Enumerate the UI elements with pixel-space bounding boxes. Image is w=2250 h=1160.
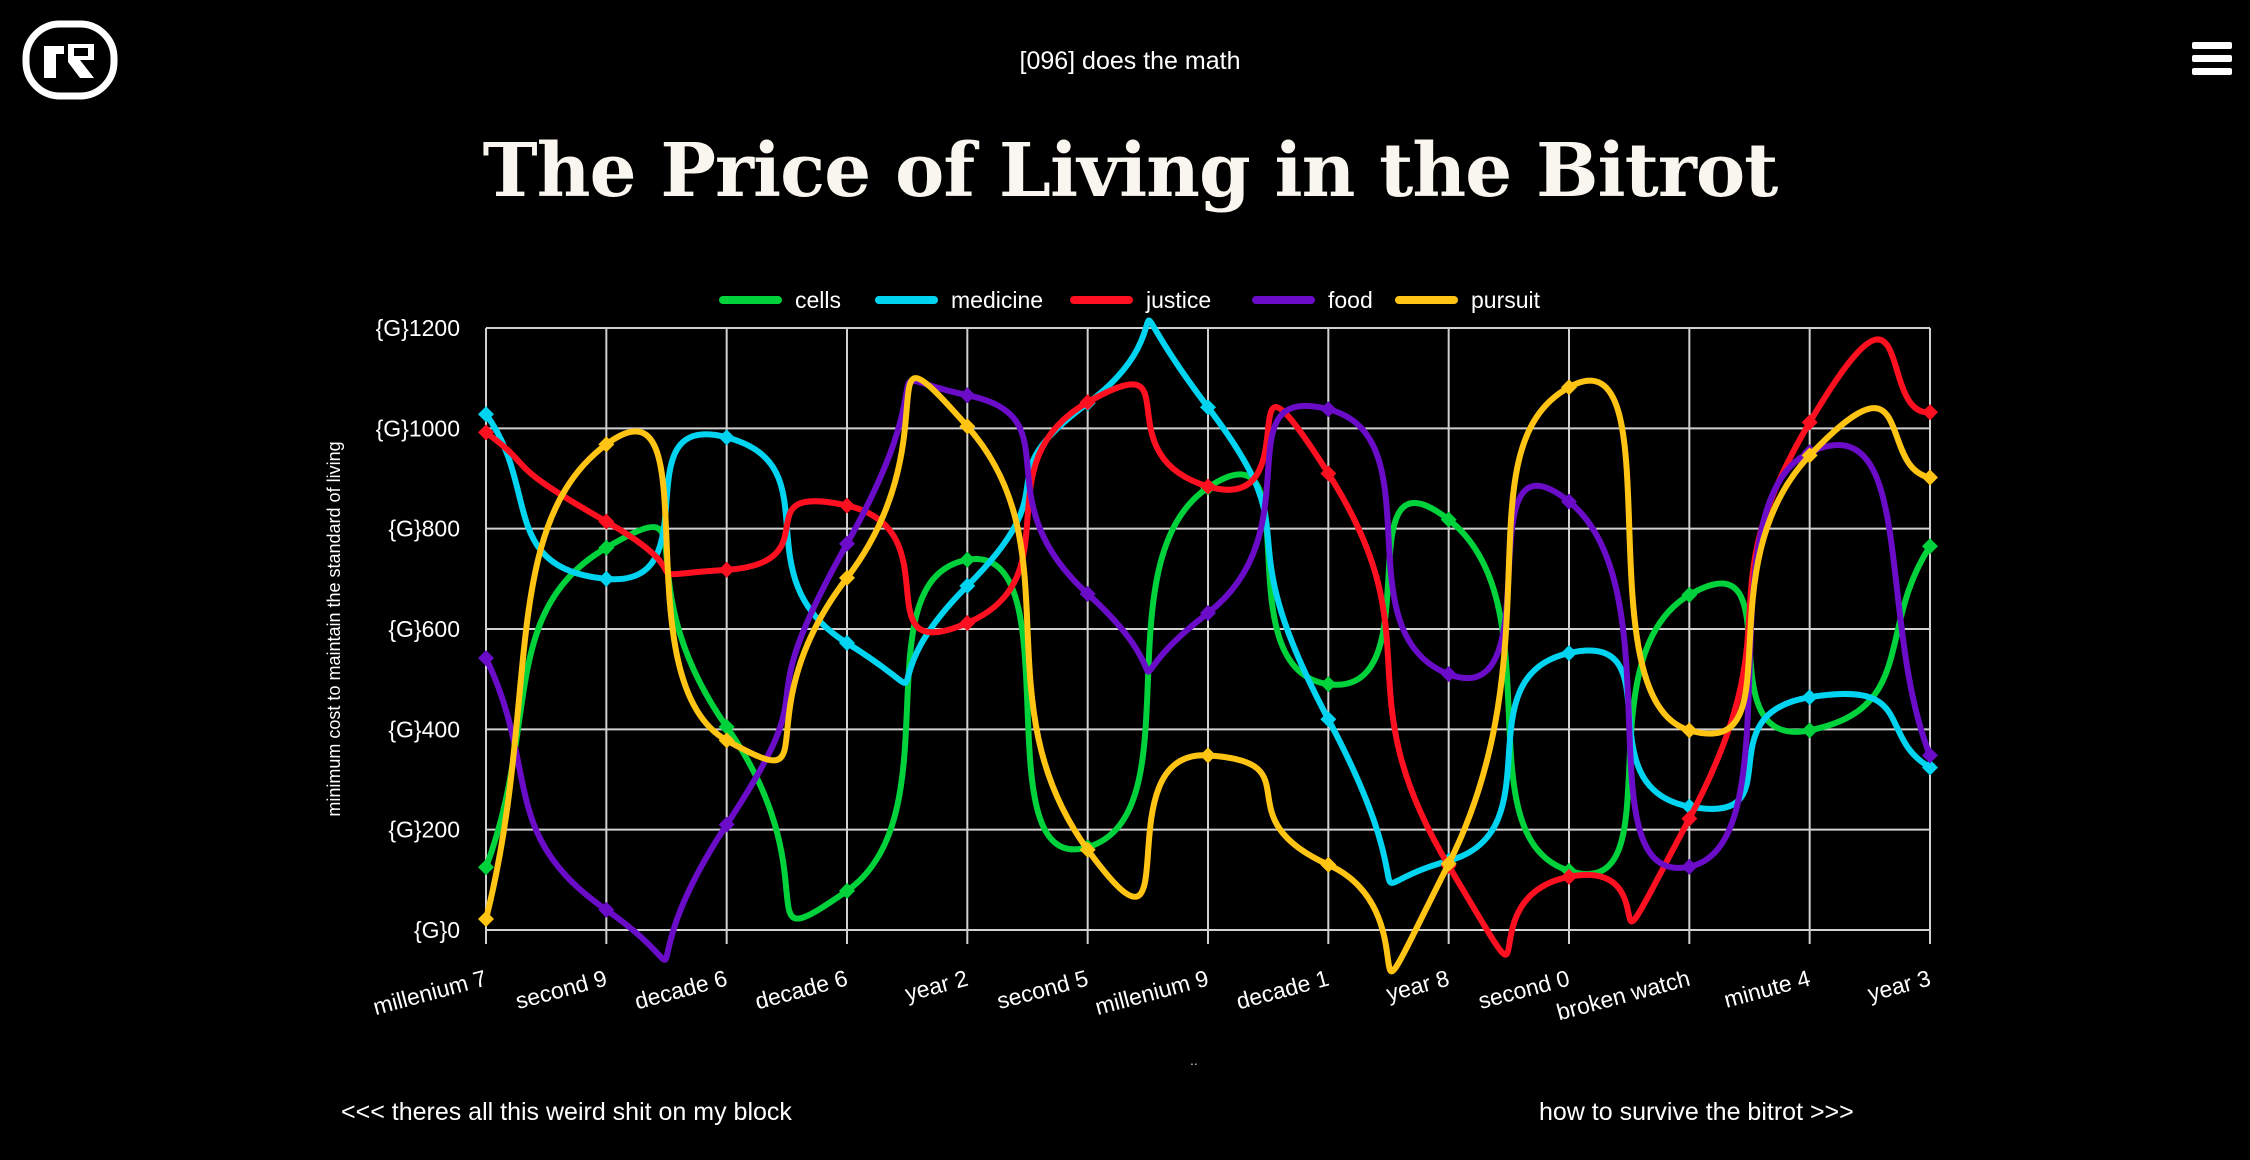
series-line-pursuit bbox=[483, 375, 1933, 975]
series-line-justice bbox=[483, 336, 1933, 958]
y-tick-label: {G}1200 bbox=[376, 315, 460, 341]
x-tick-label: millenium 7 bbox=[370, 965, 489, 1020]
data-point-justice bbox=[1561, 868, 1577, 885]
hamburger-menu-icon[interactable] bbox=[2192, 42, 2232, 80]
x-tick-label: minute 4 bbox=[1721, 965, 1813, 1013]
x-tick-label: year 2 bbox=[902, 965, 970, 1007]
legend-label-food: food bbox=[1328, 287, 1373, 313]
x-tick-label: decade 1 bbox=[1233, 965, 1331, 1015]
data-point-justice bbox=[1320, 465, 1337, 482]
data-point-food bbox=[959, 387, 976, 404]
legend-label-pursuit: pursuit bbox=[1471, 287, 1541, 313]
data-point-cells bbox=[478, 859, 494, 876]
x-tick-label: decade 6 bbox=[632, 965, 730, 1015]
data-point-food bbox=[839, 535, 855, 552]
data-point-justice bbox=[1200, 478, 1216, 495]
data-point-justice bbox=[1079, 394, 1096, 411]
data-point-justice bbox=[478, 424, 494, 441]
data-point-justice bbox=[718, 561, 735, 578]
y-tick-label: {G}0 bbox=[414, 917, 460, 943]
next-page-link[interactable]: how to survive the bitrot >>> bbox=[1539, 1098, 1854, 1126]
data-point-pursuit bbox=[959, 418, 976, 435]
y-tick-label: {G}1000 bbox=[376, 415, 460, 441]
y-tick-label: {G}200 bbox=[388, 817, 460, 843]
data-point-medicine bbox=[598, 570, 615, 587]
x-tick-label: decade 6 bbox=[752, 965, 850, 1015]
series-line-food bbox=[483, 377, 1933, 963]
data-point-medicine bbox=[1200, 399, 1216, 416]
data-point-pursuit bbox=[478, 910, 494, 927]
x-tick-label: second 9 bbox=[513, 965, 610, 1014]
data-point-medicine bbox=[959, 577, 976, 594]
data-point-cells bbox=[1801, 722, 1818, 739]
data-point-cells bbox=[1681, 586, 1698, 603]
y-tick-label: {G}800 bbox=[388, 516, 460, 542]
data-point-food bbox=[598, 901, 615, 918]
data-point-cells bbox=[1922, 538, 1938, 555]
x-tick-label: broken watch bbox=[1554, 965, 1693, 1026]
data-point-pursuit bbox=[1440, 855, 1457, 872]
data-point-food bbox=[1079, 585, 1096, 602]
data-point-food bbox=[1922, 747, 1938, 764]
data-point-food bbox=[1561, 493, 1577, 510]
data-point-medicine bbox=[478, 406, 494, 423]
data-point-justice bbox=[1801, 414, 1818, 431]
data-point-pursuit bbox=[1079, 841, 1096, 858]
data-point-pursuit bbox=[1922, 469, 1938, 486]
data-point-food bbox=[1681, 858, 1698, 875]
data-point-cells bbox=[1320, 676, 1337, 693]
y-tick-label: {G}400 bbox=[388, 716, 460, 742]
data-point-medicine bbox=[1801, 689, 1818, 706]
data-point-pursuit bbox=[598, 436, 615, 453]
data-point-food bbox=[478, 650, 494, 667]
data-point-justice bbox=[598, 513, 615, 530]
data-point-justice bbox=[1922, 404, 1938, 421]
data-point-cells bbox=[718, 718, 735, 735]
dots-indicator: .. bbox=[1190, 1052, 1198, 1068]
data-point-food bbox=[1440, 666, 1457, 683]
data-point-medicine bbox=[1561, 645, 1577, 662]
data-point-pursuit bbox=[1561, 379, 1577, 396]
data-point-pursuit bbox=[839, 569, 855, 586]
x-tick-label: millenium 9 bbox=[1092, 965, 1211, 1020]
data-point-cells bbox=[598, 539, 615, 556]
data-point-medicine bbox=[1320, 711, 1337, 728]
data-point-cells bbox=[839, 882, 855, 899]
x-tick-label: year 3 bbox=[1865, 965, 1933, 1007]
legend-label-medicine: medicine bbox=[951, 287, 1043, 313]
y-tick-label: {G}600 bbox=[388, 616, 460, 642]
legend-label-cells: cells bbox=[795, 287, 841, 313]
page-subtitle: [096] does the math bbox=[1019, 47, 1241, 75]
data-point-justice bbox=[1681, 810, 1698, 827]
data-point-cells bbox=[1440, 511, 1457, 528]
data-point-cells bbox=[959, 551, 976, 568]
page-title: The Price of Living in the Bitrot bbox=[482, 128, 1779, 214]
data-point-food bbox=[1320, 401, 1337, 418]
prev-page-link[interactable]: <<< theres all this weird shit on my blo… bbox=[341, 1098, 792, 1126]
data-point-medicine bbox=[1922, 759, 1938, 776]
data-point-pursuit bbox=[718, 732, 735, 749]
data-point-justice bbox=[839, 497, 855, 514]
data-point-pursuit bbox=[1200, 747, 1216, 764]
series-line-medicine bbox=[483, 317, 1933, 886]
data-point-pursuit bbox=[1681, 722, 1698, 739]
data-point-medicine bbox=[839, 635, 855, 652]
data-point-pursuit bbox=[1320, 856, 1337, 873]
data-point-pursuit bbox=[1801, 447, 1818, 464]
x-tick-label: second 5 bbox=[994, 965, 1091, 1014]
bitrot-logo-icon[interactable] bbox=[22, 20, 118, 100]
data-point-medicine bbox=[718, 429, 735, 446]
data-point-food bbox=[718, 816, 735, 833]
data-point-justice bbox=[959, 614, 976, 631]
data-point-food bbox=[1200, 604, 1216, 621]
y-axis-label: minimum cost to maintain the standard of… bbox=[324, 441, 344, 816]
legend-label-justice: justice bbox=[1145, 287, 1211, 313]
series-line-cells bbox=[483, 471, 1933, 922]
